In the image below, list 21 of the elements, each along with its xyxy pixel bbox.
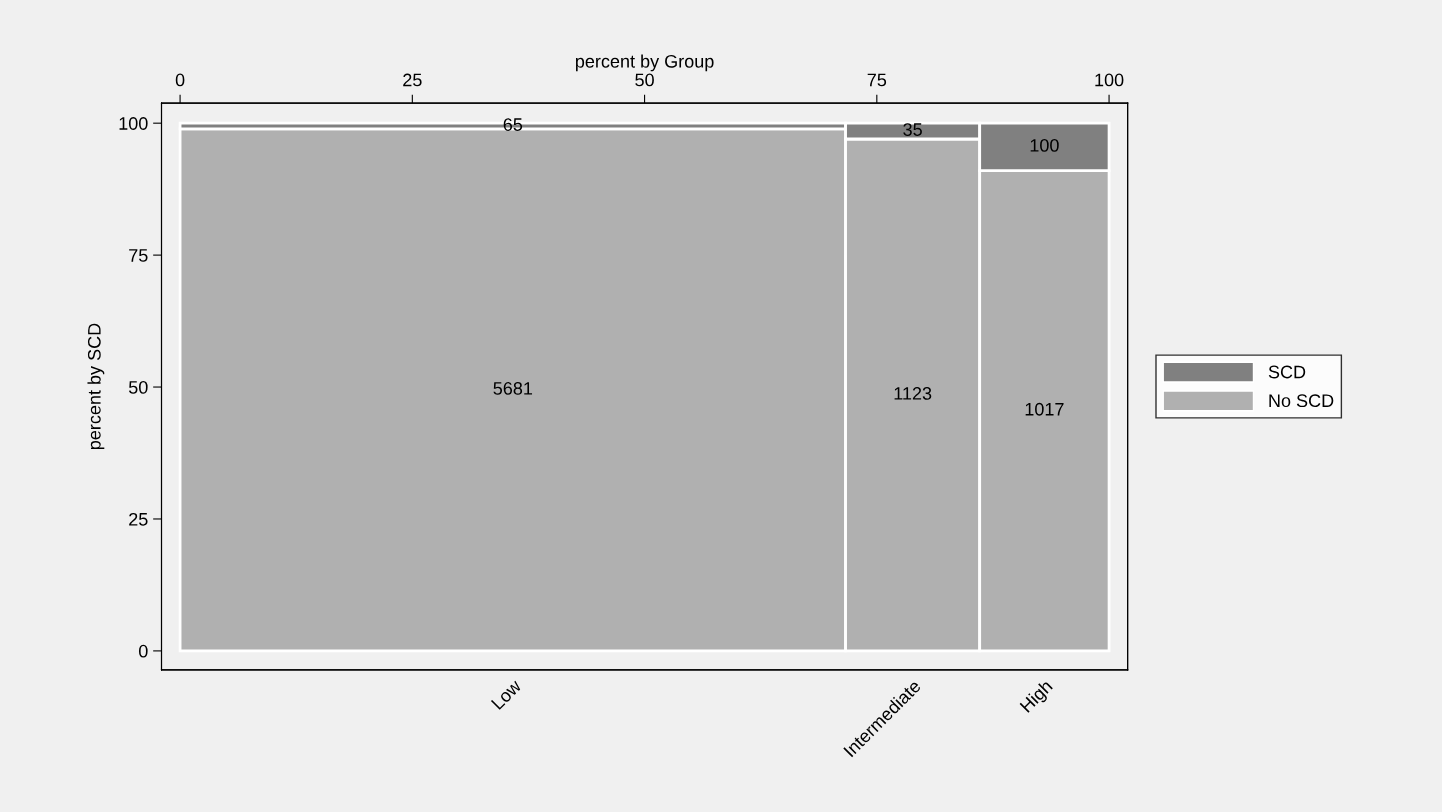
annotation: 1123 bbox=[894, 387, 932, 400]
annotation: 100 bbox=[1030, 138, 1059, 152]
x2-tick-label: 25 bbox=[403, 73, 422, 87]
legend-label: SCD bbox=[1268, 365, 1306, 379]
y-tick-label: 100 bbox=[119, 117, 148, 130]
x2-tick-label: 100 bbox=[1095, 73, 1124, 87]
annotation: 65 bbox=[503, 118, 523, 131]
annotation: 35 bbox=[903, 123, 922, 136]
annotation: 1017 bbox=[1025, 402, 1064, 416]
y-tick-label: 25 bbox=[129, 512, 148, 526]
y-tick-label: 75 bbox=[129, 249, 148, 262]
x2-axis-title: percent by Group bbox=[575, 54, 714, 72]
x2-tick-label: 50 bbox=[635, 73, 654, 87]
legend-label: No SCD bbox=[1269, 394, 1334, 408]
x2-tick-label: 0 bbox=[175, 73, 185, 87]
y-tick-label: 50 bbox=[128, 380, 148, 394]
x-tick-label: Low bbox=[490, 678, 523, 710]
y-tick-label: 0 bbox=[138, 644, 148, 658]
x2-tick-label: 75 bbox=[867, 73, 887, 87]
y-axis-title: percent by SCD bbox=[87, 323, 105, 450]
annotation: 5681 bbox=[493, 382, 533, 395]
